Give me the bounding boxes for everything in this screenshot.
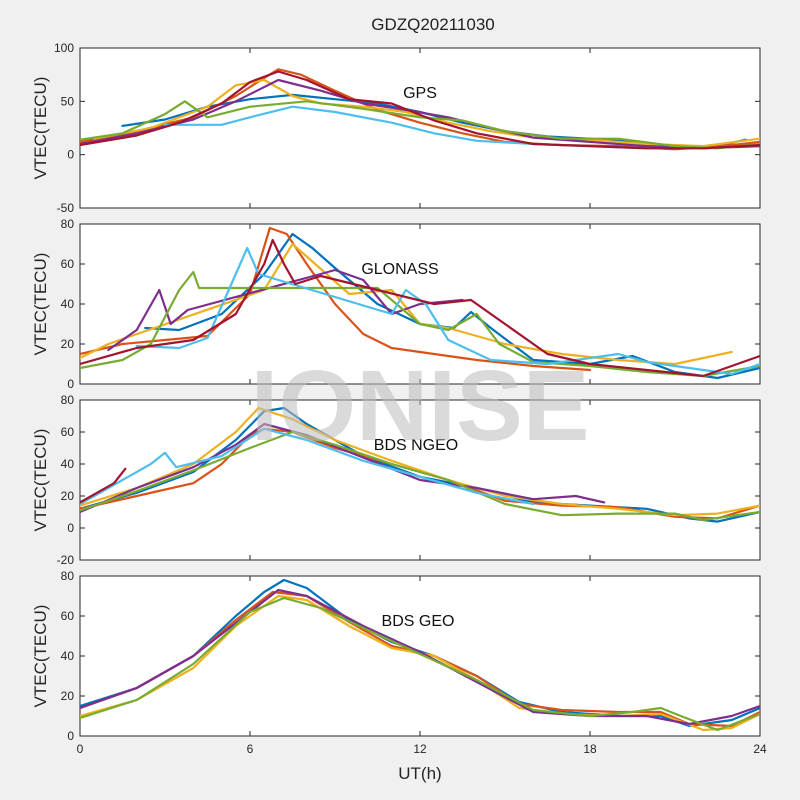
y-tick-label: 40 xyxy=(61,457,75,471)
series-line xyxy=(80,270,760,378)
y-tick-label: 40 xyxy=(61,649,75,663)
y-tick-label: 0 xyxy=(67,377,74,391)
plot-area xyxy=(79,47,761,209)
series-line xyxy=(80,588,760,726)
y-tick-label: 0 xyxy=(67,729,74,743)
y-tick-label: 60 xyxy=(61,609,75,623)
y-tick-label: 20 xyxy=(61,489,75,503)
series-line xyxy=(80,594,760,732)
y-tick-label: 40 xyxy=(61,297,75,311)
series-line xyxy=(80,238,760,378)
series-group xyxy=(80,68,760,151)
series-line xyxy=(80,427,535,506)
watermark: IONISE xyxy=(251,350,590,462)
series-line xyxy=(80,430,760,522)
y-tick-label: 20 xyxy=(61,689,75,703)
y-axis-label: VTEC(TECU) xyxy=(31,253,50,356)
y-tick-label: 20 xyxy=(61,337,75,351)
y-axis-label: VTEC(TECU) xyxy=(31,605,50,708)
y-tick-label: 100 xyxy=(54,41,74,55)
x-axis-label: UT(h) xyxy=(398,764,441,783)
series-line xyxy=(80,242,733,366)
y-tick-label: 80 xyxy=(61,393,75,407)
panel-3: -20 0 20 40 60 80 VTEC(TECU) BDS NGEO xyxy=(31,393,761,567)
series-line xyxy=(80,596,760,732)
series-line xyxy=(80,422,606,514)
series-group xyxy=(80,226,760,380)
y-tick-label: 0 xyxy=(67,148,74,162)
y-tick-label: -50 xyxy=(57,201,75,215)
y-axis-label: VTEC(TECU) xyxy=(31,77,50,180)
panel-label: GLONASS xyxy=(361,261,438,278)
y-tick-label: 50 xyxy=(61,94,75,108)
panel-label: BDS GEO xyxy=(382,613,455,630)
panel-label: BDS NGEO xyxy=(374,437,458,454)
y-tick-label: -20 xyxy=(57,553,75,567)
figure-title: GDZQ20211030 xyxy=(371,15,494,34)
panel-1: -50 0 50 100 VTEC(TECU) GPS xyxy=(31,41,761,215)
panel-2: 0 20 40 60 80 VTEC(TECU) GLONASS xyxy=(31,217,761,391)
y-tick-label: 80 xyxy=(61,217,75,231)
y-tick-label: 80 xyxy=(61,569,75,583)
y-tick-label: 0 xyxy=(67,521,74,535)
series-group xyxy=(80,578,760,732)
series-line xyxy=(80,226,592,372)
series-line xyxy=(80,467,127,504)
x-tick-label: 18 xyxy=(583,742,597,756)
series-line xyxy=(80,70,760,150)
series-group xyxy=(80,406,760,523)
panel-label: GPS xyxy=(403,85,437,102)
panel-4: 0 20 40 60 80 0 6 12 18 24 VTEC(TECU) BDS GEO xyxy=(31,569,767,756)
series-line xyxy=(93,78,760,148)
x-tick-label: 6 xyxy=(247,742,254,756)
series-line xyxy=(107,268,464,352)
series-line xyxy=(135,246,760,376)
y-axis-label: VTEC(TECU) xyxy=(31,429,50,532)
x-tick-label: 24 xyxy=(753,742,767,756)
x-tick-label: 12 xyxy=(413,742,427,756)
series-line xyxy=(80,100,760,150)
x-tick-label: 0 xyxy=(77,742,84,756)
y-tick-label: 60 xyxy=(61,425,75,439)
y-tick-label: 60 xyxy=(61,257,75,271)
